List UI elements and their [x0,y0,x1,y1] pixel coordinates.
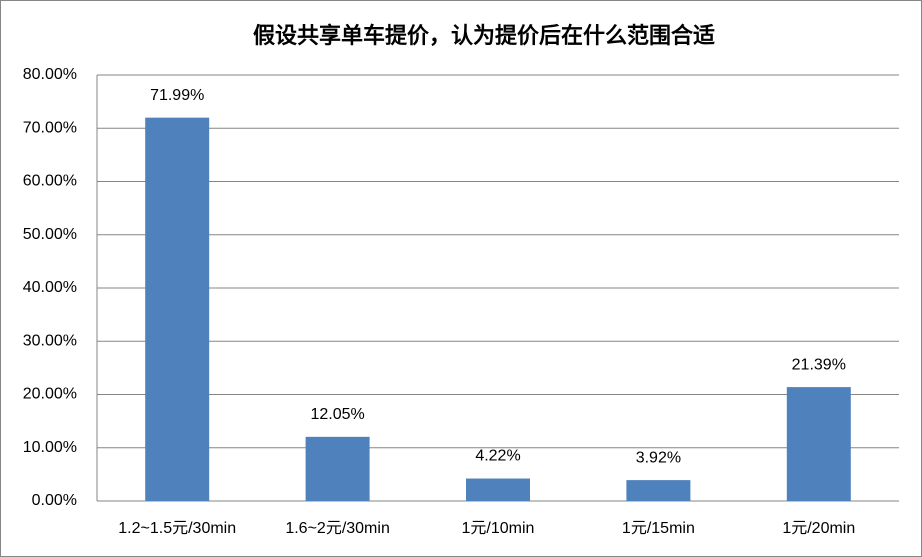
x-tick-label: 1.6~2元/30min [285,520,390,537]
y-tick-label: 0.00% [32,492,77,509]
x-tick-label: 1元/20min [782,520,855,537]
y-tick-label: 50.00% [23,226,77,243]
y-tick-label: 20.00% [23,386,77,403]
value-label: 4.22% [475,448,520,465]
y-tick-label: 80.00% [23,66,77,83]
bar [145,117,210,501]
y-tick-label: 70.00% [23,119,77,136]
x-tick-label: 1.2~1.5元/30min [118,520,236,537]
x-tick-label: 1元/15min [622,520,695,537]
value-label: 71.99% [150,87,204,104]
bar [305,436,370,501]
chart-title: 假设共享单车提价，认为提价后在什么范围合适 [253,23,715,49]
bar [466,478,530,501]
y-tick-label: 10.00% [23,439,77,456]
x-tick-label: 1元/10min [462,520,535,537]
value-label: 3.92% [636,449,681,466]
y-tick-label: 60.00% [23,173,77,190]
value-label: 12.05% [310,406,364,423]
bar [786,387,851,501]
bar [626,480,691,501]
y-tick-label: 30.00% [23,332,77,349]
y-tick-label: 40.00% [23,279,77,296]
value-label: 21.39% [792,356,846,373]
